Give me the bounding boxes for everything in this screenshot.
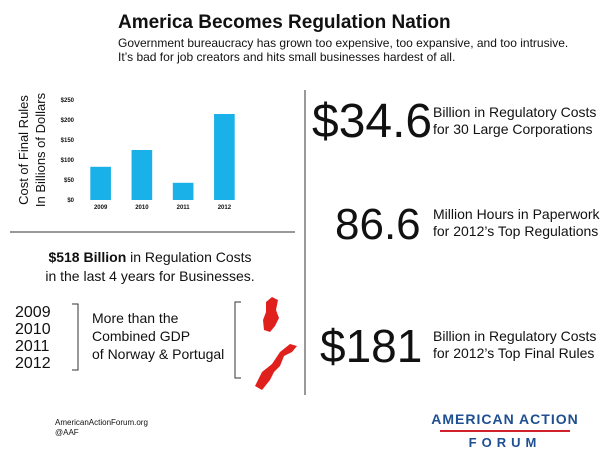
year: 2010 [15,321,51,338]
comparison: More than the [92,310,179,326]
x-tick-label: 2011 [177,205,191,211]
stat-text: for 2012’s Top Regulations [433,223,598,239]
year: 2012 [15,355,51,372]
y-tick-label: $0 [67,198,74,204]
stat-figure: $181 [320,320,422,372]
y-tick-label: $200 [61,118,75,124]
bar [131,150,153,200]
title: America Becomes Regulation Nation [118,12,451,33]
year: 2009 [15,304,51,321]
comparison: of Norway & Portugal [92,346,224,362]
y-tick-label: $250 [61,98,75,104]
bracket [72,303,79,371]
summary: in the last 4 years for Businesses. [45,268,254,284]
bar [214,114,235,200]
summary-bold: $518 Billion [48,249,126,265]
stat-text: for 2012’s Top Final Rules [433,345,594,361]
x-tick-label: 2009 [94,205,108,211]
y-axis-label: Cost of Final Rules [16,95,31,205]
y-tick-label: $50 [64,178,75,184]
portugal-map [263,297,279,332]
subtitle: Government bureaucracy has grown too exp… [118,36,568,50]
footer-handle: @AAF [55,428,79,437]
summary-text: in Regulation Costs [126,249,251,265]
logo-bottom: FORUM [469,435,542,450]
stat-text: for 30 Large Corporations [433,121,593,137]
comparison: Combined GDP [92,328,190,344]
x-tick-label: 2012 [218,205,232,211]
logo-top: AMERICAN ACTION [431,411,578,427]
y-tick-label: $150 [61,138,75,144]
year: 2011 [15,338,50,355]
stat-figure: 86.6 [335,200,421,249]
stat-text: Million Hours in Paperwork [433,206,601,222]
y-tick-label: $100 [61,158,75,164]
y-axis-label: In Billions of Dollars [33,92,48,207]
footer-site: AmericanActionForum.org [55,418,148,427]
stat-figure: $34.6 [312,95,432,148]
bar [172,182,194,200]
norway-map [255,344,297,390]
x-tick-label: 2010 [135,205,149,211]
stat-text: Billion in Regulatory Costs [433,104,596,120]
bar [90,166,111,200]
subtitle: It’s bad for job creators and hits small… [118,50,455,64]
summary: $518 Billion in Regulation Costs [48,249,251,265]
stat-text: Billion in Regulatory Costs [433,328,596,344]
bracket [234,301,241,379]
